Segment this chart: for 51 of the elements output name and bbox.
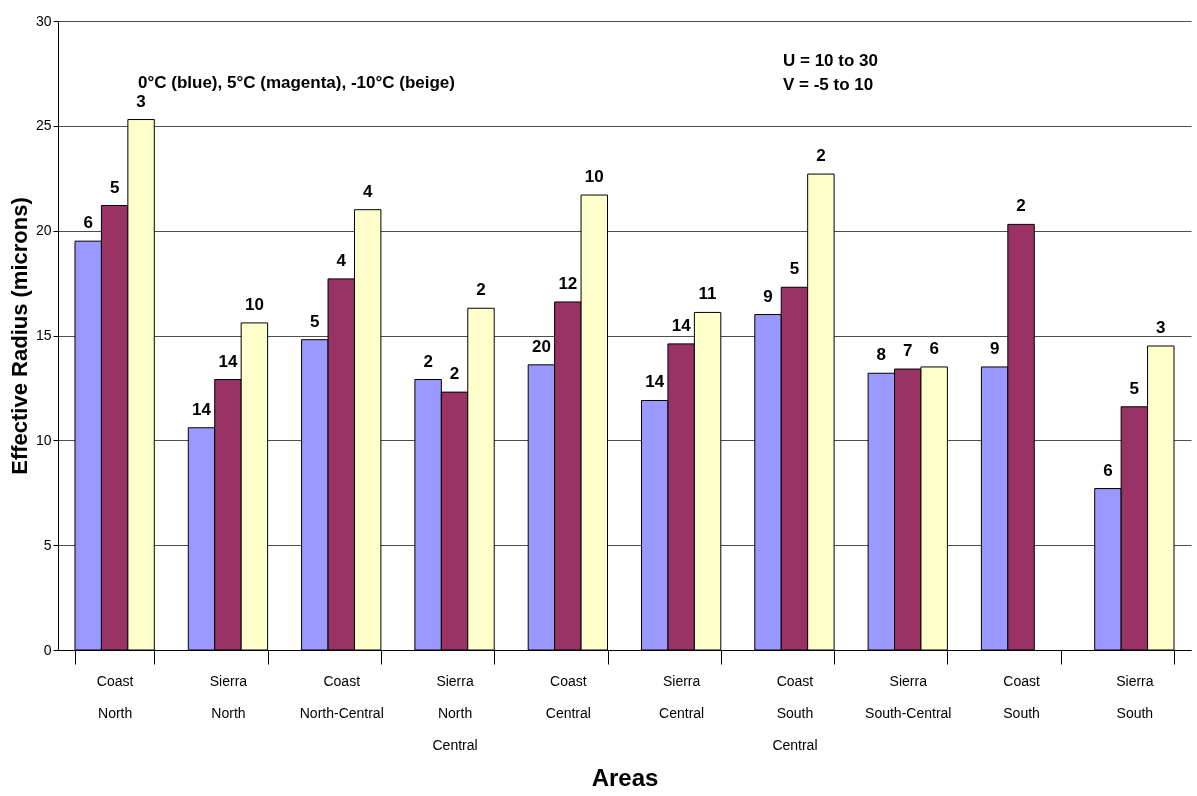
y-tick-label: 0 — [43, 641, 52, 658]
y-tick-label: 15 — [35, 327, 52, 343]
x-tick-label: Coast North-Central — [299, 672, 384, 721]
y-tick-label: 20 — [35, 222, 52, 239]
annotation: 0°C (blue), 5°C (magenta), -10°C (beige) — [138, 73, 455, 92]
annotation: 3 — [1156, 317, 1166, 337]
x-axis-title: Areas — [591, 763, 659, 791]
annotation: 2 — [423, 351, 433, 371]
annotation: 3 — [136, 91, 146, 111]
annotation: 9 — [989, 338, 1000, 358]
annotation: 8 — [876, 345, 887, 365]
annotation: 14 — [671, 315, 692, 335]
annotation: 11 — [698, 284, 717, 304]
x-tick-label: Sierra North Central — [432, 672, 478, 753]
annotation: 4 — [336, 250, 347, 270]
annotation: 2 — [449, 364, 460, 384]
annotation: 10 — [244, 294, 264, 314]
annotation: 14 — [218, 351, 238, 371]
x-tick-label: Sierra South — [1116, 672, 1154, 721]
annotation: 5 — [789, 259, 800, 279]
y-tick-label: 5 — [43, 536, 52, 553]
annotation: 6 — [929, 338, 939, 358]
annotation: U = 10 to 30 — [783, 51, 878, 70]
annotation: 5 — [109, 177, 120, 197]
annotation: 6 — [1103, 460, 1113, 480]
annotation: 2 — [816, 146, 826, 166]
annotation: 5 — [310, 311, 320, 331]
x-tick-label: Coast North — [96, 672, 134, 721]
annotation: 14 — [192, 399, 212, 419]
annotation: 6 — [83, 213, 93, 233]
x-tick-label: Coast South Central — [772, 672, 818, 753]
annotation: V = -5 to 10 — [783, 75, 874, 94]
annotation: 12 — [558, 273, 578, 293]
annotation: 9 — [763, 286, 773, 306]
annotation: 7 — [903, 341, 913, 361]
annotation: 2 — [476, 280, 486, 300]
annotation: 14 — [645, 372, 665, 392]
x-tick-label: Coast South — [1003, 672, 1040, 721]
y-axis-title: Effective Radius (microns) — [6, 197, 32, 475]
annotation: 20 — [531, 336, 551, 356]
x-tick-label: Sierra North — [209, 672, 248, 721]
annotation: 5 — [1129, 378, 1140, 398]
annotation: 4 — [362, 181, 373, 201]
annotation: 2 — [1016, 196, 1026, 216]
x-tick-label: Sierra South-Central — [865, 672, 952, 721]
y-tick-label: 30 — [35, 12, 52, 29]
x-tick-label: Sierra Central — [659, 672, 705, 721]
y-tick-label: 25 — [35, 117, 52, 134]
y-tick-label: 10 — [35, 431, 52, 448]
annotation: 10 — [584, 167, 604, 187]
x-tick-label: Coast Central — [545, 672, 591, 721]
